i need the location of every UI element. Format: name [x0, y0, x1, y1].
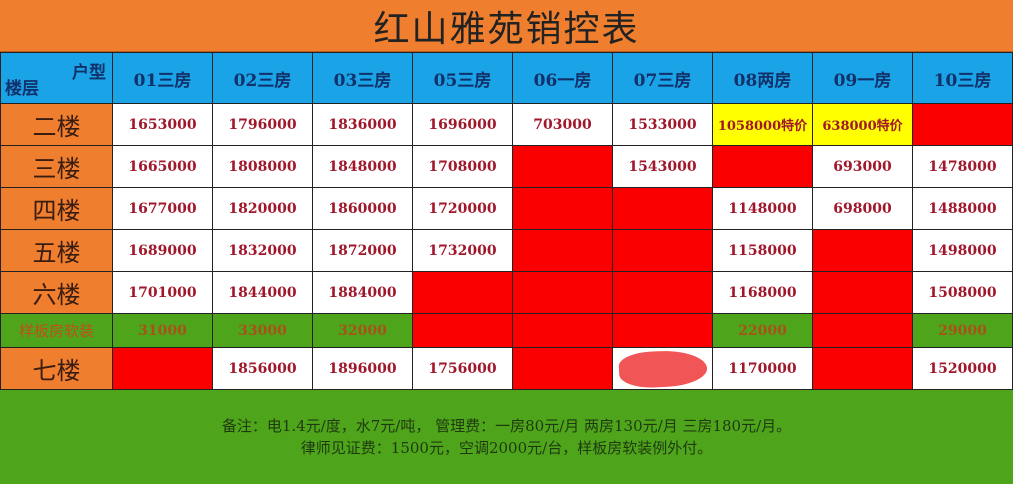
price-cell: 1832000 [212, 229, 313, 272]
column-header: 09一房 [812, 52, 913, 104]
price-cell: 693000 [812, 145, 913, 188]
sold-cell [612, 229, 713, 272]
sold-cell [712, 145, 813, 188]
header-row: 户型 楼层 01三房 02三房 03三房 05三房 06一房 07三房 08两房 09一房 10… [0, 52, 1013, 104]
price-cell: 22000 [712, 313, 813, 348]
notes-footer: 备注：电1.4元/度，水7元/吨， 管理费：一房80元/月 两房130元/月 三… [0, 390, 1013, 484]
price-cell: 1884000 [312, 271, 413, 314]
floor-cell: 二楼 [0, 103, 113, 146]
table-row: 五楼 1689000 1832000 1872000 1732000 1158000 149… [0, 229, 1013, 272]
price-cell: 1701000 [112, 271, 213, 314]
price-cell: 1860000 [312, 187, 413, 230]
sold-cell [812, 313, 913, 348]
price-cell: 1689000 [112, 229, 213, 272]
sales-control-table: 户型 楼层 01三房 02三房 03三房 05三房 06一房 07三房 08两房 09一房 10… [0, 52, 1013, 390]
column-header: 05三房 [412, 52, 513, 104]
floor-cell: 四楼 [0, 187, 113, 230]
floor-cell: 六楼 [0, 271, 113, 314]
price-cell: 1732000 [412, 229, 513, 272]
price-cell: 703000 [512, 103, 613, 146]
price-cell: 1677000 [112, 187, 213, 230]
table-row: 四楼 1677000 1820000 1860000 1720000 1148000 698… [0, 187, 1013, 230]
column-header: 02三房 [212, 52, 313, 104]
corner-cell: 户型 楼层 [0, 52, 113, 104]
table-row: 二楼 1653000 1796000 1836000 1696000 703000 1533… [0, 103, 1013, 146]
price-cell: 1170000 [712, 347, 813, 390]
floor-cell: 样板房软装 [0, 313, 113, 348]
price-cell: 1796000 [212, 103, 313, 146]
price-cell: 1820000 [212, 187, 313, 230]
redacted-cell [612, 347, 713, 390]
price-cell: 1665000 [112, 145, 213, 188]
floor-cell: 三楼 [0, 145, 113, 188]
sold-cell [512, 271, 613, 314]
sold-cell [412, 271, 513, 314]
sold-cell [512, 347, 613, 390]
price-cell: 1653000 [112, 103, 213, 146]
price-cell: 1844000 [212, 271, 313, 314]
price-cell: 1848000 [312, 145, 413, 188]
price-cell: 698000 [812, 187, 913, 230]
sold-cell [612, 313, 713, 348]
special-price-cell: 638000特价 [812, 103, 913, 146]
column-header: 01三房 [112, 52, 213, 104]
sold-cell [612, 187, 713, 230]
price-cell: 1498000 [912, 229, 1013, 272]
price-cell: 1533000 [612, 103, 713, 146]
price-cell: 31000 [112, 313, 213, 348]
sold-cell [812, 229, 913, 272]
price-cell: 1756000 [412, 347, 513, 390]
price-cell: 1168000 [712, 271, 813, 314]
price-cell: 1808000 [212, 145, 313, 188]
column-header: 10三房 [912, 52, 1013, 104]
price-cell: 1720000 [412, 187, 513, 230]
sold-cell [512, 229, 613, 272]
sold-cell [512, 187, 613, 230]
price-cell: 1478000 [912, 145, 1013, 188]
sold-cell [812, 347, 913, 390]
table-row: 七楼 1856000 1896000 1756000 1170000 1520000 [0, 347, 1013, 390]
price-cell: 1896000 [312, 347, 413, 390]
sold-cell [912, 103, 1013, 146]
price-cell: 1543000 [612, 145, 713, 188]
price-cell: 1508000 [912, 271, 1013, 314]
price-cell: 1836000 [312, 103, 413, 146]
price-cell: 1708000 [412, 145, 513, 188]
redaction-mark [618, 348, 708, 389]
sold-cell [512, 145, 613, 188]
notes-line-1: 备注：电1.4元/度，水7元/吨， 管理费：一房80元/月 两房130元/月 三… [221, 417, 792, 435]
floor-cell: 五楼 [0, 229, 113, 272]
price-cell: 1488000 [912, 187, 1013, 230]
floor-label: 楼层 [5, 79, 39, 99]
floor-cell: 七楼 [0, 347, 113, 390]
special-price-cell: 1058000特价 [712, 103, 813, 146]
notes-line-2: 律师见证费：1500元，空调2000元/台，样板房软装例外付。 [300, 439, 713, 457]
price-cell: 1872000 [312, 229, 413, 272]
price-cell: 1520000 [912, 347, 1013, 390]
price-cell: 1856000 [212, 347, 313, 390]
sold-cell [612, 271, 713, 314]
price-cell: 29000 [912, 313, 1013, 348]
table-row: 六楼 1701000 1844000 1884000 1168000 1508000 [0, 271, 1013, 314]
column-header: 03三房 [312, 52, 413, 104]
table-row: 三楼 1665000 1808000 1848000 1708000 1543000 693… [0, 145, 1013, 188]
sold-cell [812, 271, 913, 314]
price-cell: 1148000 [712, 187, 813, 230]
price-cell: 33000 [212, 313, 313, 348]
sold-cell [412, 313, 513, 348]
sheet-title: 红山雅苑销控表 [0, 0, 1013, 52]
column-header: 07三房 [612, 52, 713, 104]
table-row: 样板房软装 31000 33000 32000 22000 29000 [0, 313, 1013, 348]
price-cell: 1158000 [712, 229, 813, 272]
column-header: 08两房 [712, 52, 813, 104]
unit-type-label: 户型 [72, 63, 106, 83]
price-cell: 32000 [312, 313, 413, 348]
sold-cell [112, 347, 213, 390]
price-cell: 1696000 [412, 103, 513, 146]
column-header: 06一房 [512, 52, 613, 104]
sold-cell [512, 313, 613, 348]
